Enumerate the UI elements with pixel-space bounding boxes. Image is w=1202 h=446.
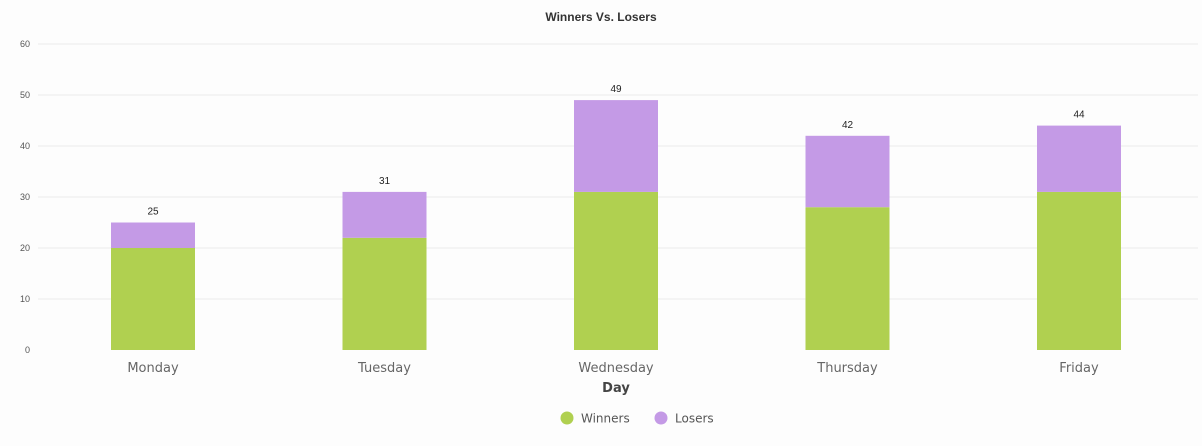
bar-losers-monday [111,222,195,248]
y-axis-ticks: 0 10 20 30 40 50 60 [20,39,30,355]
bar-winners-friday [1037,191,1121,350]
y-tick-label: 60 [20,39,30,49]
legend-marker [560,411,574,425]
x-tick-label: Friday [1059,361,1099,376]
bar-winners-wednesday [574,191,658,350]
legend-marker [654,411,668,425]
legend-item-losers[interactable]: Losers [654,411,714,426]
total-data-label: 42 [842,120,854,131]
total-data-label: 44 [1073,110,1085,121]
total-data-label: 31 [379,176,391,187]
bar-losers-wednesday [574,100,658,192]
y-tick-label: 0 [25,345,30,355]
legend-item-winners[interactable]: Winners [560,411,630,426]
legend-label: Winners [581,412,630,426]
bar-winners-tuesday [342,237,427,350]
bar-winners-monday [111,248,195,350]
y-tick-label: 50 [20,90,30,100]
total-data-label: 25 [147,207,159,218]
bar-winners-thursday [805,207,890,350]
y-tick-label: 30 [20,192,30,202]
y-tick-label: 10 [20,294,30,304]
x-tick-label: Wednesday [578,361,654,376]
data-labels: 25 31 49 42 44 [147,84,1085,217]
bar-losers-thursday [805,135,890,208]
chart-title: Winners Vs. Losers [545,10,657,24]
legend: Winners Losers [560,411,714,426]
total-data-label: 49 [610,84,622,95]
y-tick-label: 40 [20,141,30,151]
x-tick-label: Monday [127,361,179,376]
legend-label: Losers [675,412,714,426]
bar-losers-tuesday [342,191,427,238]
bar-losers-friday [1037,125,1121,192]
x-axis-ticks: Monday Tuesday Wednesday Thursday Friday [127,361,1099,376]
x-axis-label: Day [602,381,630,396]
bars [111,100,1121,350]
x-tick-label: Thursday [816,361,878,376]
y-tick-label: 20 [20,243,30,253]
x-tick-label: Tuesday [357,361,411,376]
